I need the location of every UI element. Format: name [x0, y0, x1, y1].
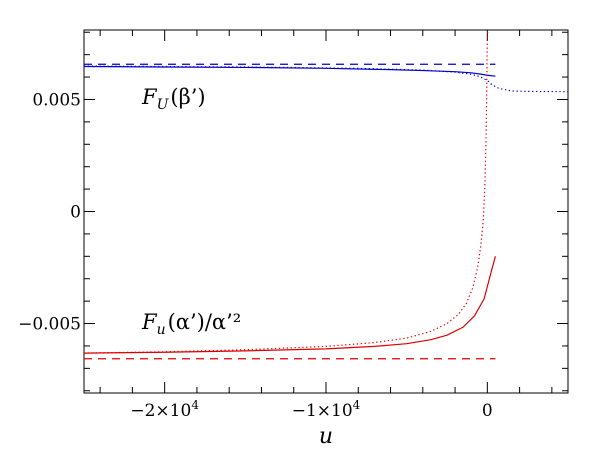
- x-axis-title: u: [319, 424, 333, 449]
- series-line-blue-solid: [83, 65, 496, 77]
- series-line-red-solid: [83, 256, 496, 354]
- tick-labels: −2×104 −1×104 0 −0.005 0 0.005: [18, 90, 493, 421]
- series-line-red-dotted: [83, 29, 489, 354]
- x-tick-label: −1×104: [292, 398, 361, 421]
- series-group: [83, 29, 569, 360]
- axis-ticks: [84, 30, 568, 393]
- y-tick-label: −0.005: [18, 315, 81, 335]
- y-tick-label: 0: [70, 203, 81, 223]
- x-tick-label: 0: [482, 401, 493, 421]
- y-tick-label: 0.005: [32, 90, 81, 110]
- x-tick-label: −2×104: [130, 398, 199, 421]
- annotation-upper: FU(β’): [141, 85, 206, 113]
- series-line-blue-dotted: [83, 65, 569, 93]
- plot-frame: [83, 29, 569, 394]
- annotation-lower: Fu(α’)/α’²: [141, 310, 241, 338]
